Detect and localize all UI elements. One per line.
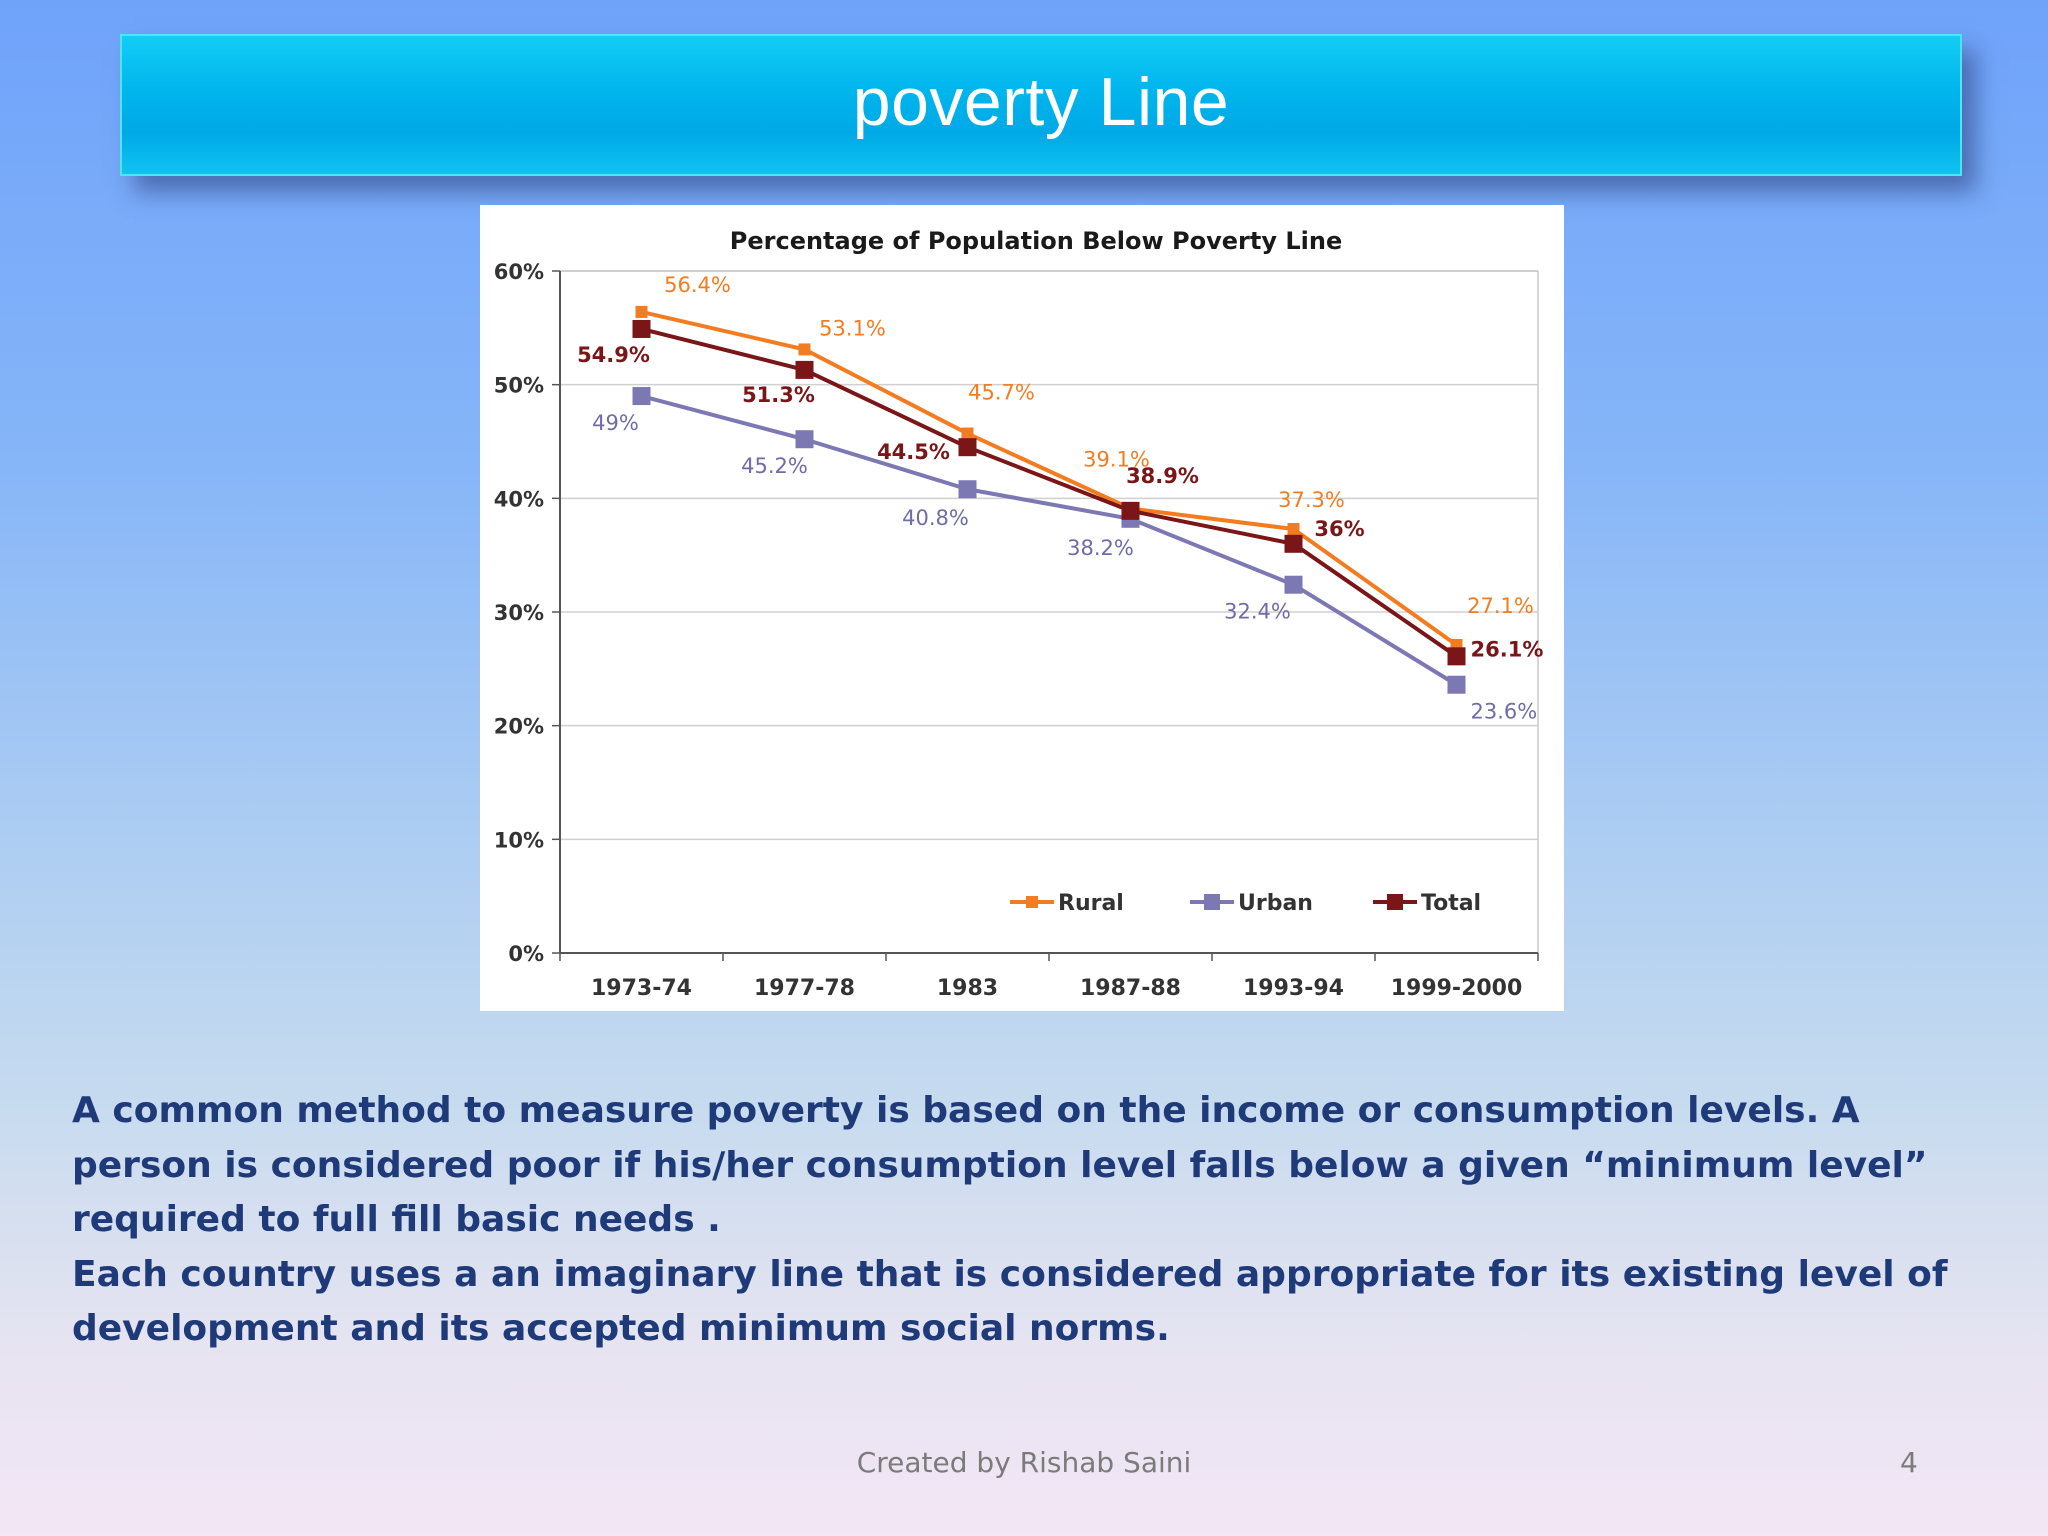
data-label-rural: 37.3% — [1278, 488, 1345, 512]
data-point-total — [1447, 647, 1466, 666]
data-label-rural: 53.1% — [819, 316, 886, 340]
chart-legend: Rural Urban Total — [1010, 891, 1481, 916]
legend-label-total: Total — [1421, 891, 1481, 916]
x-tick-label: 1983 — [937, 976, 998, 1001]
series-line-total — [641, 327, 1458, 658]
y-tick-label: 0% — [508, 942, 544, 966]
y-tick-label: 30% — [494, 601, 544, 625]
data-label-urban: 49% — [592, 411, 639, 435]
data-label-rural: 56.4% — [664, 273, 731, 297]
data-label-urban: 45.2% — [741, 454, 808, 478]
chart-title: Percentage of Population Below Poverty L… — [730, 227, 1342, 255]
legend-swatch-marker-urban — [1204, 894, 1220, 910]
data-point-total — [795, 360, 814, 379]
footer-credit: Created by Rishab Saini — [856, 1446, 1192, 1479]
x-tick-label: 1973-74 — [591, 976, 692, 1001]
data-point-rural — [1287, 523, 1300, 536]
x-tick-label: 1999-2000 — [1391, 976, 1523, 1001]
slide-body-text: A common method to measure poverty is ba… — [72, 1084, 1992, 1357]
y-tick-label: 50% — [494, 374, 544, 398]
chart-series — [632, 305, 1466, 694]
data-label-rural: 45.7% — [968, 381, 1035, 405]
data-label-urban: 23.6% — [1471, 700, 1538, 724]
y-tick-label: 60% — [494, 260, 544, 284]
data-point-total — [632, 319, 651, 338]
y-tick-label: 40% — [494, 487, 544, 511]
data-label-total: 51.3% — [742, 383, 815, 407]
slide-title: poverty Line — [852, 64, 1230, 140]
data-label-total: 26.1% — [1471, 637, 1544, 661]
data-point-urban — [1284, 575, 1303, 594]
data-label-rural: 27.1% — [1467, 594, 1534, 618]
legend-label-urban: Urban — [1238, 891, 1313, 916]
data-label-total: 44.5% — [877, 440, 950, 464]
data-label-total: 36% — [1314, 517, 1364, 541]
slide-title-banner: poverty Line — [120, 34, 1962, 176]
data-label-urban: 32.4% — [1224, 600, 1291, 624]
data-point-rural — [961, 427, 974, 440]
data-point-urban — [795, 430, 814, 449]
chart-gridlines — [560, 270, 1539, 953]
body-paragraph: A common method to measure poverty is ba… — [72, 1090, 1928, 1240]
chart-data-labels: 56.4% 53.1% 45.7% 39.1% 37.3% 27.1% 49% 45.2% 40… — [577, 273, 1543, 724]
data-point-total — [1284, 534, 1303, 553]
poverty-line-chart: Percentage of Population Below Poverty L… — [480, 205, 1564, 1011]
chart-svg: Percentage of Population Below Poverty L… — [494, 227, 1544, 1001]
data-label-total: 38.9% — [1126, 464, 1199, 488]
data-point-urban — [1447, 675, 1466, 694]
data-point-total — [1121, 501, 1140, 520]
series-line-rural — [641, 309, 1458, 647]
legend-swatch-marker-total — [1387, 894, 1403, 910]
data-label-urban: 38.2% — [1067, 536, 1134, 560]
data-label-total: 54.9% — [577, 343, 650, 367]
data-label-rural: 39.1% — [1083, 448, 1150, 472]
legend-label-rural: Rural — [1058, 891, 1124, 916]
y-tick-label: 20% — [494, 715, 544, 739]
slide-page-number: 4 — [1900, 1446, 1918, 1479]
data-point-total — [958, 438, 977, 457]
legend-swatch-marker-rural — [1026, 896, 1038, 908]
data-label-urban: 40.8% — [902, 506, 969, 530]
chart-axes: 0% 10% 20% 30% 40% 50% 60% 1973-74 1977-78 1983 19… — [494, 260, 1539, 1001]
x-tick-label: 1993-94 — [1243, 976, 1344, 1001]
data-point-urban — [632, 387, 651, 406]
x-tick-label: 1987-88 — [1080, 976, 1181, 1001]
series-line-urban — [640, 394, 1458, 687]
y-tick-label: 10% — [494, 828, 544, 852]
x-tick-label: 1977-78 — [754, 976, 855, 1001]
body-paragraph: Each country uses a an imaginary line th… — [72, 1253, 1948, 1350]
data-point-rural — [798, 343, 811, 356]
data-point-rural — [635, 305, 648, 318]
data-point-urban — [958, 480, 977, 499]
